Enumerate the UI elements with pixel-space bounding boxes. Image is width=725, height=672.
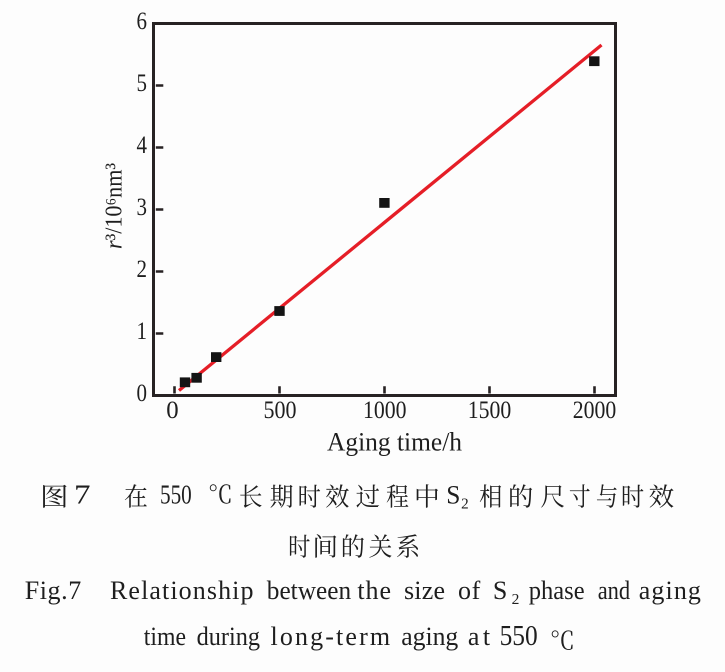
svg-text:550: 550 [160, 479, 192, 510]
svg-text:1000: 1000 [363, 397, 407, 424]
svg-text:Relationship: Relationship [110, 576, 254, 605]
svg-text:phase: phase [529, 576, 585, 605]
svg-text:1: 1 [137, 318, 148, 345]
svg-text:S₂: S₂ [446, 481, 469, 510]
svg-text:2: 2 [137, 256, 148, 283]
svg-text:between: between [267, 576, 351, 605]
svg-text:Fig.7: Fig.7 [25, 576, 81, 605]
svg-text:6: 6 [137, 8, 148, 35]
svg-text:2000: 2000 [573, 397, 617, 424]
svg-text:0: 0 [137, 380, 148, 407]
svg-text:S₂: S₂ [493, 576, 520, 605]
svg-text:Aging time/h: Aging time/h [327, 427, 462, 456]
svg-text:at: at [468, 622, 491, 651]
svg-text:3: 3 [137, 194, 148, 221]
svg-text:7: 7 [74, 479, 91, 510]
svg-text:1500: 1500 [468, 397, 512, 424]
svg-text:the: the [357, 576, 391, 605]
svg-text:size: size [404, 576, 445, 605]
svg-text:of: of [458, 576, 481, 605]
svg-text:aging: aging [639, 576, 701, 605]
svg-text:aging: aging [401, 622, 458, 651]
svg-text:0: 0 [166, 397, 178, 424]
svg-text:4: 4 [137, 132, 148, 159]
svg-text:and: and [598, 576, 631, 605]
svg-text:long-term: long-term [271, 622, 391, 651]
svg-text:5: 5 [137, 70, 148, 97]
svg-text:r³/10⁶nm³: r³/10⁶nm³ [102, 163, 128, 249]
svg-text:during: during [197, 622, 260, 651]
svg-text:550: 550 [500, 620, 538, 652]
svg-text:500: 500 [264, 397, 297, 424]
svg-text:time: time [144, 622, 186, 651]
